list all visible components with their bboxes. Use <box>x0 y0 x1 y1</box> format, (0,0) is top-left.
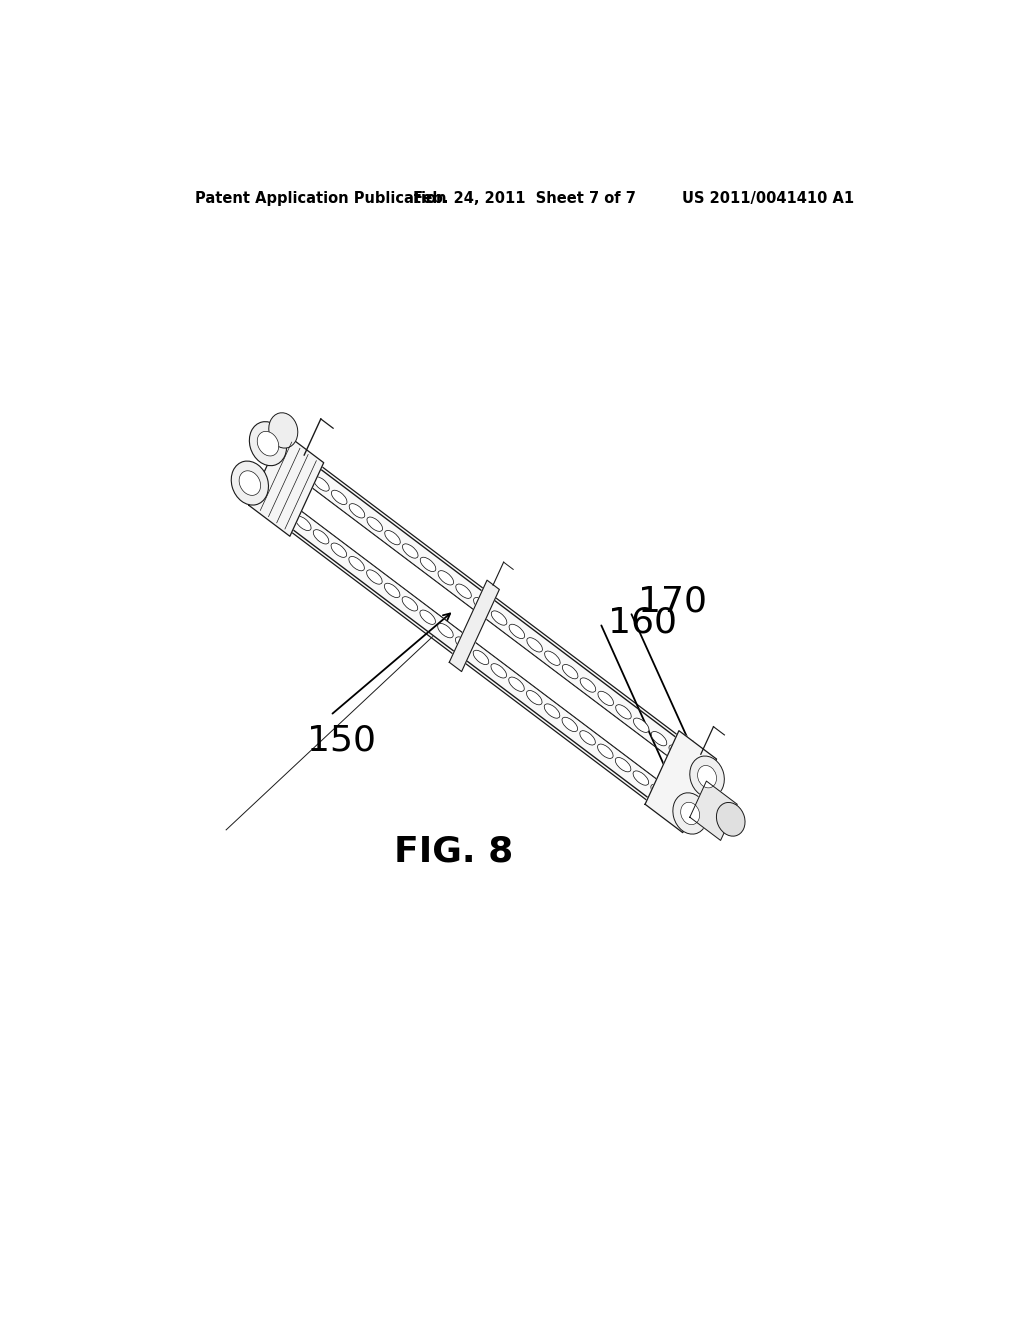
Polygon shape <box>450 581 500 672</box>
Ellipse shape <box>598 744 613 759</box>
Ellipse shape <box>717 803 745 836</box>
Ellipse shape <box>456 636 471 651</box>
Polygon shape <box>272 466 690 796</box>
Ellipse shape <box>580 731 595 744</box>
Text: US 2011/0041410 A1: US 2011/0041410 A1 <box>682 191 854 206</box>
Ellipse shape <box>420 610 435 624</box>
Ellipse shape <box>526 690 542 705</box>
Ellipse shape <box>545 651 560 665</box>
Ellipse shape <box>673 793 708 834</box>
Ellipse shape <box>349 557 365 570</box>
Ellipse shape <box>492 611 507 626</box>
Ellipse shape <box>438 570 454 585</box>
Ellipse shape <box>257 432 279 455</box>
Ellipse shape <box>581 678 596 692</box>
Text: Patent Application Publication: Patent Application Publication <box>196 191 446 206</box>
Ellipse shape <box>268 413 298 447</box>
Ellipse shape <box>296 516 311 531</box>
Text: 150: 150 <box>306 723 376 758</box>
Ellipse shape <box>651 731 667 746</box>
Ellipse shape <box>634 718 649 733</box>
Ellipse shape <box>490 664 507 678</box>
Ellipse shape <box>367 517 383 532</box>
Ellipse shape <box>296 463 311 478</box>
Ellipse shape <box>681 803 699 825</box>
Ellipse shape <box>331 543 347 557</box>
Ellipse shape <box>456 583 471 598</box>
Ellipse shape <box>473 598 489 611</box>
Ellipse shape <box>526 638 543 652</box>
Ellipse shape <box>544 704 560 718</box>
Ellipse shape <box>385 531 400 545</box>
Ellipse shape <box>313 529 329 544</box>
Ellipse shape <box>669 744 684 759</box>
Ellipse shape <box>367 570 382 585</box>
Ellipse shape <box>633 771 648 785</box>
Text: FIG. 8: FIG. 8 <box>394 834 513 869</box>
Ellipse shape <box>313 477 330 491</box>
Ellipse shape <box>473 651 488 664</box>
Ellipse shape <box>278 503 293 517</box>
Ellipse shape <box>651 784 667 799</box>
Polygon shape <box>645 731 717 833</box>
Ellipse shape <box>690 756 724 797</box>
Ellipse shape <box>332 490 347 504</box>
Ellipse shape <box>250 421 287 466</box>
Ellipse shape <box>402 544 418 558</box>
Ellipse shape <box>615 758 631 772</box>
Ellipse shape <box>349 504 365 517</box>
Polygon shape <box>249 432 324 536</box>
Polygon shape <box>254 438 709 824</box>
Text: Feb. 24, 2011  Sheet 7 of 7: Feb. 24, 2011 Sheet 7 of 7 <box>414 191 636 206</box>
Ellipse shape <box>420 557 436 572</box>
Ellipse shape <box>562 717 578 731</box>
Ellipse shape <box>509 677 524 692</box>
Ellipse shape <box>240 471 260 495</box>
Ellipse shape <box>697 766 717 788</box>
Ellipse shape <box>402 597 418 611</box>
Ellipse shape <box>598 692 613 706</box>
Text: 170: 170 <box>638 585 708 619</box>
Ellipse shape <box>615 705 631 719</box>
Polygon shape <box>690 781 737 841</box>
Ellipse shape <box>437 623 454 638</box>
Ellipse shape <box>384 583 400 598</box>
Ellipse shape <box>562 664 578 678</box>
Text: 160: 160 <box>608 606 677 640</box>
Ellipse shape <box>509 624 524 639</box>
Ellipse shape <box>231 461 268 506</box>
